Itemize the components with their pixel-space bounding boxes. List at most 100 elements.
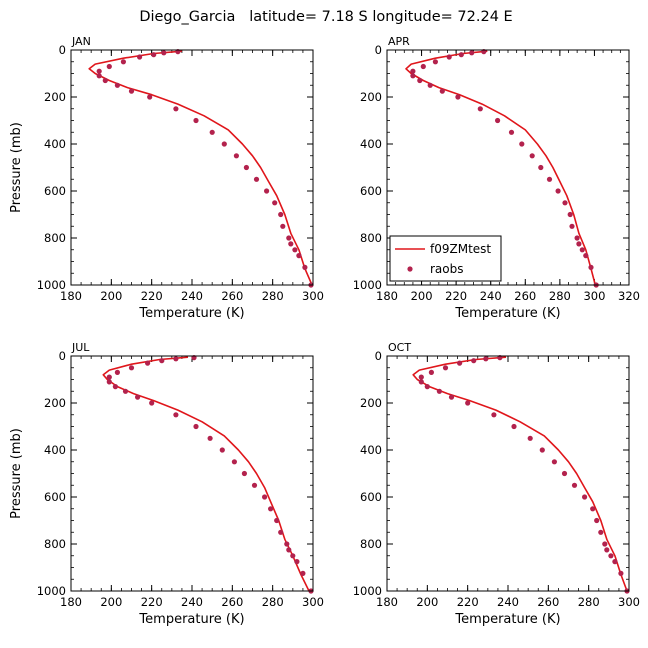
raobs-point xyxy=(583,253,589,259)
raobs-point xyxy=(579,247,585,253)
raobs-point xyxy=(193,117,199,124)
raobs-point xyxy=(483,356,489,362)
raobs-point xyxy=(106,374,112,380)
raobs-point xyxy=(471,358,477,364)
raobs-point xyxy=(96,73,102,79)
raobs-point xyxy=(439,88,445,94)
x-tick-label: 300 xyxy=(302,595,324,609)
raobs-point xyxy=(300,570,306,577)
raobs-point xyxy=(618,570,624,577)
raobs-point xyxy=(128,88,135,94)
raobs-point xyxy=(243,164,249,171)
y-tick-label: 200 xyxy=(360,90,382,104)
y-axis-label: Pressure (mb) xyxy=(9,428,24,519)
x-tick-label: 200 xyxy=(100,595,122,609)
raobs-point xyxy=(272,200,278,206)
raobs-point xyxy=(147,94,153,100)
raobs-point xyxy=(442,365,449,371)
raobs-point xyxy=(604,547,610,553)
raobs-point xyxy=(173,106,179,112)
raobs-point xyxy=(207,435,213,441)
y-tick-label: 600 xyxy=(44,184,66,198)
y-tick-label: 0 xyxy=(375,349,382,363)
raobs-point xyxy=(262,494,268,500)
x-axis-label: Temperature (K) xyxy=(138,612,244,627)
raobs-point xyxy=(508,129,515,135)
y-tick-label: 200 xyxy=(44,396,66,410)
panel-jul: 180 200 220 240 260 280 300 0 200 400 600 800 1000 JU… xyxy=(9,341,324,627)
x-axis-label: Temperature (K) xyxy=(138,306,244,321)
raobs-point xyxy=(571,482,578,488)
y-tick-label: 400 xyxy=(360,137,382,151)
raobs-point xyxy=(555,188,561,194)
x-tick-label: 280 xyxy=(578,595,600,609)
raobs-point xyxy=(253,176,260,182)
raobs-point xyxy=(529,153,535,159)
panel-oct: 180 200 220 240 260 280 300 0 200 400 600 800 1000 OC… xyxy=(353,341,640,627)
x-tick-label: 180 xyxy=(376,289,398,303)
x-tick-label: 240 xyxy=(480,289,502,303)
raobs-point xyxy=(106,379,112,385)
raobs-point xyxy=(302,264,308,270)
x-tick-label: 300 xyxy=(618,595,640,609)
panels: 180 200 220 240 260 280 300 0 200 400 600 800 1000 JA… xyxy=(9,35,640,627)
raobs-point xyxy=(410,73,416,79)
x-tick-label: 300 xyxy=(583,289,605,303)
raobs-point xyxy=(511,423,517,430)
y-tick-label: 400 xyxy=(44,443,66,457)
plot-frame xyxy=(386,355,630,592)
x-tick-label: 220 xyxy=(457,595,479,609)
x-tick-label: 280 xyxy=(262,595,284,609)
x-tick-label: 220 xyxy=(445,289,467,303)
x-tick-label: 220 xyxy=(141,289,163,303)
raobs-point xyxy=(527,435,533,441)
legend-label-model: f09ZMtest xyxy=(430,242,491,256)
y-tick-label: 1000 xyxy=(37,584,66,598)
raobs-point xyxy=(469,50,475,56)
raobs-point xyxy=(161,50,167,56)
plot-frame xyxy=(386,49,630,286)
raobs-point xyxy=(278,529,284,535)
raobs-point xyxy=(128,365,135,371)
y-tick-label: 0 xyxy=(375,43,382,57)
y-axis-label: Pressure (mb) xyxy=(9,122,24,213)
raobs-point xyxy=(567,211,573,218)
x-tick-label: 260 xyxy=(514,289,536,303)
raobs-point xyxy=(538,164,544,171)
raobs-point xyxy=(436,388,442,394)
raobs-point xyxy=(278,211,284,218)
raobs-point xyxy=(576,241,582,247)
model-line-f09ZMtest xyxy=(405,50,597,285)
raobs-point xyxy=(574,235,580,241)
y-tick-label: 200 xyxy=(360,396,382,410)
raobs-point xyxy=(539,447,545,453)
model-line-f09ZMtest xyxy=(412,356,628,591)
raobs-point xyxy=(173,356,179,362)
raobs-point xyxy=(102,77,108,84)
raobs-point xyxy=(292,247,298,253)
raobs-point xyxy=(268,506,274,512)
x-tick-label: 280 xyxy=(262,289,284,303)
raobs-point xyxy=(159,358,165,364)
x-tick-label: 200 xyxy=(411,289,433,303)
x-tick-label: 240 xyxy=(497,595,519,609)
raobs-point xyxy=(290,553,296,559)
raobs-point xyxy=(446,54,452,60)
x-tick-label: 220 xyxy=(141,595,163,609)
y-tick-label: 0 xyxy=(59,349,66,363)
x-tick-label: 260 xyxy=(221,595,243,609)
figure-title: Diego_Garcia latitude= 7.18 S longitude=… xyxy=(139,9,512,25)
panel-label: JUL xyxy=(71,341,90,354)
raobs-point xyxy=(96,68,102,74)
raobs-point xyxy=(477,106,483,112)
panel-jan: 180 200 220 240 260 280 300 0 200 400 600 800 1000 JA… xyxy=(9,35,324,321)
raobs-point xyxy=(590,506,596,512)
raobs-point xyxy=(582,494,588,500)
legend-label-raobs: raobs xyxy=(430,262,464,276)
panel-label: JAN xyxy=(71,35,91,48)
raobs-point xyxy=(284,541,290,547)
raobs-point xyxy=(465,400,471,406)
legend-box xyxy=(389,235,502,282)
y-tick-label: 1000 xyxy=(37,278,66,292)
y-tick-label: 600 xyxy=(44,490,66,504)
